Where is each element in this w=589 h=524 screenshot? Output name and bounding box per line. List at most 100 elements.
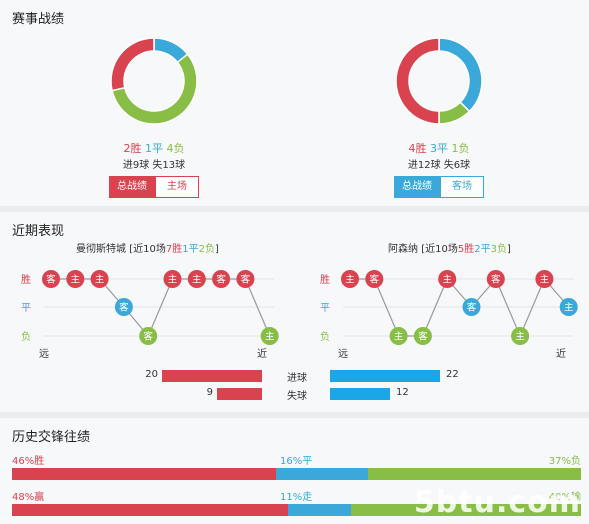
h2h-segment-right bbox=[351, 504, 581, 516]
home-stat-value: 9 bbox=[206, 387, 213, 398]
away-summary-prefix: [近10场 bbox=[421, 244, 458, 255]
h2h-handicap-row: 48%赢 11%走 40%输 bbox=[12, 488, 581, 516]
form-match-dot[interactable] bbox=[486, 270, 505, 288]
form-near-label: 近 bbox=[556, 347, 566, 360]
away-record-summary: 4胜 3平 1负 bbox=[349, 140, 529, 155]
away-record: 4胜 3平 1负 进12球 失6球 总战绩 客场 bbox=[349, 36, 529, 198]
h2h-draw-label: 16%平 bbox=[280, 456, 313, 467]
h2h-result-bar bbox=[12, 468, 581, 480]
home-goals: 进9球 失13球 bbox=[122, 160, 186, 171]
away-losses: 1负 bbox=[451, 142, 470, 155]
form-match-dot[interactable] bbox=[341, 270, 359, 288]
h2h-title: 历史交锋往绩 bbox=[12, 430, 91, 445]
form-venue-label: 客 bbox=[241, 274, 251, 286]
form-match-dot[interactable] bbox=[114, 298, 133, 316]
away-form-losses: 3负 bbox=[490, 244, 507, 255]
form-venue-label: 主 bbox=[540, 274, 550, 286]
home-stat-bar bbox=[217, 388, 262, 400]
away-form-wins: 5胜 bbox=[457, 244, 475, 255]
home-form-losses: 2负 bbox=[198, 244, 215, 255]
donut-slice-draw bbox=[438, 37, 483, 113]
form-trend-line bbox=[350, 277, 570, 338]
donut-slice-win bbox=[395, 37, 440, 125]
h2h-loss-label: 37%负 bbox=[548, 456, 581, 467]
form-venue-label: 客 bbox=[418, 331, 428, 343]
away-wins: 4胜 bbox=[408, 142, 427, 155]
recent-title: 近期表现 bbox=[12, 224, 65, 239]
form-match-dot[interactable] bbox=[511, 327, 530, 345]
form-match-dot[interactable] bbox=[66, 270, 85, 288]
away-stat-value: 12 bbox=[396, 387, 409, 398]
away-summary-suffix: ] bbox=[506, 244, 511, 255]
form-row-label: 胜 bbox=[21, 274, 31, 286]
away-draws: 3平 bbox=[430, 142, 448, 155]
h2h-segment-left bbox=[12, 468, 277, 480]
away-form-chart: 胜平负主 客主 客主客客主主主远近 bbox=[320, 270, 578, 360]
home-venue-record-button[interactable]: 主场 bbox=[155, 176, 199, 198]
form-trend-line bbox=[51, 278, 271, 338]
form-venue-label: 主 bbox=[442, 274, 452, 286]
form-far-label: 远 bbox=[39, 348, 49, 360]
form-row-label: 负 bbox=[320, 330, 330, 343]
form-venue-label: 主 bbox=[192, 274, 202, 286]
form-venue-label: 主 bbox=[345, 274, 355, 286]
home-record: 2胜 1平 4负 进9球 失13球 总战绩 主场 bbox=[64, 36, 244, 198]
stat-label: 进球 bbox=[287, 373, 307, 384]
away-form-header: 阿森纳 [近10场5胜2平3负] bbox=[388, 240, 511, 255]
form-near-label: 近 bbox=[257, 347, 267, 360]
form-row-label: 平 bbox=[21, 303, 31, 314]
form-match-dot[interactable] bbox=[212, 270, 231, 288]
home-form-draws: 1平 bbox=[182, 244, 199, 255]
form-venue-label: 客 bbox=[491, 274, 501, 286]
h2h-handicap-win-label: 48%赢 bbox=[12, 492, 45, 503]
form-match-dot[interactable] bbox=[535, 270, 554, 288]
form-venue-label: 主 bbox=[564, 302, 574, 314]
h2h-handicap-bar bbox=[12, 504, 581, 516]
goal-stat-row: 9 失球 12 bbox=[0, 387, 589, 402]
form-match-dot[interactable] bbox=[559, 298, 578, 316]
h2h-handicap-push-label: 11%走 bbox=[280, 492, 313, 503]
home-losses: 4负 bbox=[166, 142, 185, 155]
form-venue-label: 主 bbox=[265, 331, 275, 343]
donut-slice-win bbox=[110, 37, 155, 92]
away-donut-chart bbox=[395, 37, 483, 125]
record-panel: 赛事战绩 2胜 1平 4负 进9球 失13球 总战绩 主场 4胜 3平 1负 进… bbox=[0, 0, 589, 206]
form-row-label: 平 bbox=[320, 303, 330, 314]
form-venue-label: 主 bbox=[95, 274, 105, 286]
form-row-label: 胜 bbox=[320, 274, 330, 286]
form-match-dot[interactable] bbox=[260, 327, 279, 345]
home-donut-chart bbox=[110, 37, 198, 125]
form-match-dot[interactable] bbox=[163, 270, 182, 288]
home-form-header: 曼彻斯特城 [近10场7胜1平2负] bbox=[76, 240, 219, 255]
away-stat-bar bbox=[330, 388, 390, 400]
form-match-dot[interactable] bbox=[90, 270, 109, 288]
home-stat-bar bbox=[162, 370, 262, 382]
h2h-result-row: 46%胜 16%平 37%负 bbox=[12, 452, 581, 480]
form-match-dot[interactable] bbox=[187, 270, 206, 288]
away-stat-value: 22 bbox=[446, 369, 459, 380]
form-match-dot[interactable] bbox=[139, 327, 158, 345]
form-row-label: 负 bbox=[21, 330, 31, 343]
form-match-dot[interactable] bbox=[438, 270, 457, 288]
form-far-label: 远 bbox=[338, 348, 348, 360]
form-match-dot[interactable] bbox=[365, 270, 384, 288]
h2h-segment-right bbox=[368, 468, 581, 480]
away-venue-record-button[interactable]: 客场 bbox=[440, 176, 484, 198]
home-wins: 2胜 bbox=[123, 142, 142, 155]
record-title: 赛事战绩 bbox=[12, 12, 65, 27]
form-match-dot[interactable] bbox=[389, 327, 408, 345]
form-venue-label: 主 bbox=[515, 331, 525, 343]
recent-panel: 近期表现 曼彻斯特城 [近10场7胜1平2负] 阿森纳 [近10场5胜2平3负]… bbox=[0, 212, 589, 412]
home-total-record-button[interactable]: 总战绩 bbox=[109, 176, 155, 198]
form-venue-label: 客 bbox=[216, 274, 226, 286]
form-match-dot[interactable] bbox=[413, 327, 432, 345]
form-match-dot[interactable] bbox=[236, 270, 255, 288]
away-total-record-button[interactable]: 总战绩 bbox=[394, 176, 440, 198]
form-match-dot[interactable] bbox=[462, 298, 481, 316]
form-venue-label: 客 bbox=[370, 274, 380, 286]
form-match-dot[interactable] bbox=[42, 270, 60, 288]
watermark: 5btu.com bbox=[413, 485, 581, 520]
h2h-panel: 历史交锋往绩 46%胜 16%平 37%负 48%赢 11%走 40%输 5bt… bbox=[0, 418, 589, 524]
h2h-win-label: 46%胜 bbox=[12, 456, 45, 467]
home-form-chart: 胜平负客主主客客主主客客主远近 bbox=[21, 270, 279, 360]
